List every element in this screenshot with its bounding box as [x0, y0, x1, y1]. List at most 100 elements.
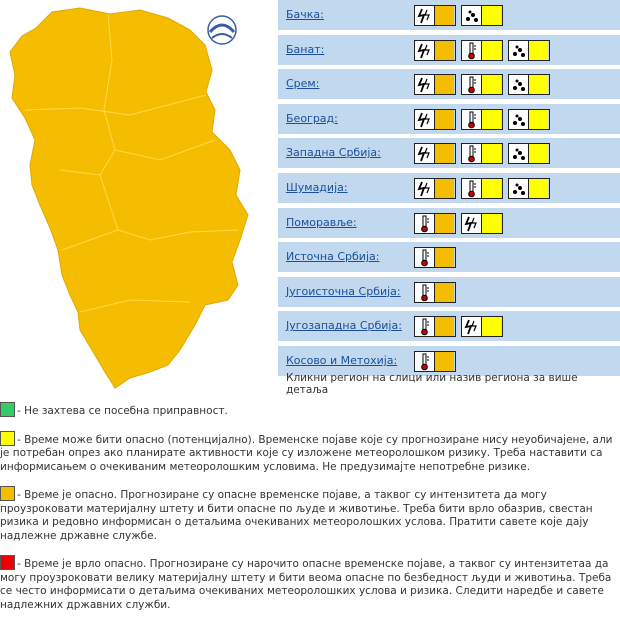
icon-symbol: [415, 317, 435, 337]
region-row[interactable]: Срем:: [278, 69, 620, 100]
icon-symbol: [509, 178, 529, 198]
icon-symbol: [415, 213, 435, 233]
legend-swatch: [0, 402, 15, 417]
legend-item: - Време може бити опасно (потенцијално).…: [0, 430, 618, 475]
warning-level: [435, 282, 454, 302]
warning-icons: [414, 143, 550, 165]
icon-symbol: [462, 109, 482, 129]
region-row[interactable]: Косово и Метохија:: [278, 345, 620, 376]
region-row[interactable]: Београд:: [278, 103, 620, 134]
region-row[interactable]: Поморавље:: [278, 207, 620, 238]
warning-icons: [414, 350, 456, 372]
icon-symbol: [509, 40, 529, 60]
hint: Кликни регион на слици или назив региона…: [286, 372, 578, 396]
icon-symbol: [415, 75, 435, 95]
region-row[interactable]: Југозападна Србија:: [278, 311, 620, 342]
region-row[interactable]: Банат:: [278, 34, 620, 65]
warning-icon: [461, 39, 503, 61]
warning-icon: [508, 74, 550, 96]
region-name[interactable]: Југозападна Србија:: [286, 319, 402, 333]
icon-symbol: [415, 144, 435, 164]
warning-level: [482, 6, 501, 25]
warning-icon: [508, 177, 550, 199]
icon-symbol: [462, 6, 482, 25]
warning-icon: [414, 143, 456, 165]
warning-level: [529, 75, 548, 95]
warning-level: [482, 109, 501, 129]
warning-level: [435, 248, 454, 268]
warning-icons: [414, 281, 456, 303]
icon-symbol: [462, 317, 482, 337]
warning-icons: [414, 316, 503, 338]
region-name[interactable]: Београд:: [286, 111, 338, 125]
icon-symbol: [509, 75, 529, 95]
icon-symbol: [415, 109, 435, 129]
region-name[interactable]: Поморавље:: [286, 215, 357, 229]
icon-symbol: [415, 40, 435, 60]
map[interactable]: [0, 0, 272, 392]
icon-symbol: [509, 144, 529, 164]
warning-icon: [414, 247, 456, 269]
logo: [207, 15, 237, 45]
warning-level: [529, 144, 548, 164]
icon-symbol: [462, 40, 482, 60]
warning-icon: [461, 74, 503, 96]
icon-symbol: [462, 144, 482, 164]
region-row[interactable]: Западна Србија:: [278, 138, 620, 169]
warning-level: [435, 351, 454, 371]
warning-icon: [461, 177, 503, 199]
warning-icons: [414, 177, 550, 199]
warning-level: [482, 40, 501, 60]
region-name[interactable]: Бачка:: [286, 8, 324, 21]
warning-icon: [414, 316, 456, 338]
warning-icons: [414, 39, 550, 61]
legend-text: - Време може бити опасно (потенцијално).…: [0, 433, 613, 473]
legend-text: - Време је врло опасно. Прогнозиране су …: [0, 558, 612, 611]
legend-item: - Време је опасно. Прогнозиране су опасн…: [0, 486, 618, 543]
icon-symbol: [462, 213, 482, 233]
region-row[interactable]: Бачка:: [278, 0, 620, 30]
warning-icons: [414, 108, 550, 130]
region-name[interactable]: Шумадија:: [286, 180, 348, 194]
region-borders: [24, 13, 239, 313]
region-name[interactable]: Источна Србија:: [286, 250, 380, 264]
warning-icons: [414, 5, 503, 26]
icon-symbol: [415, 282, 435, 302]
warning-icon: [508, 108, 550, 130]
legend-swatch: [0, 430, 15, 446]
region-name[interactable]: Банат:: [286, 42, 325, 56]
warning-icon: [414, 5, 456, 26]
warning-icon: [461, 316, 503, 338]
region-name[interactable]: Југоисточна Србија:: [286, 284, 401, 298]
icon-symbol: [462, 178, 482, 198]
region-name[interactable]: Косово и Метохија:: [286, 353, 398, 367]
icon-symbol: [415, 178, 435, 198]
legend-swatch: [0, 555, 15, 570]
warning-level: [482, 75, 501, 95]
warning-icon: [414, 350, 456, 372]
legend-text: - Не захтева се посебна приправност.: [17, 405, 228, 417]
warning-level: [482, 144, 501, 164]
warning-level: [482, 213, 501, 233]
region-row[interactable]: Југоисточна Србија:: [278, 276, 620, 307]
region-row[interactable]: Источна Србија:: [278, 242, 620, 273]
warning-level: [435, 6, 454, 25]
warning-icons: [414, 212, 503, 234]
legend: - Не захтева се посебна приправност. - Вр…: [0, 402, 618, 624]
legend-swatch: [0, 486, 15, 501]
warning-icons: [414, 74, 550, 96]
region-name[interactable]: Срем:: [286, 77, 320, 91]
legend-item: - Не захтева се посебна приправност.: [0, 402, 618, 419]
serbia-map[interactable]: [9, 7, 249, 389]
region-table: Бачка: Банат: Срем: Београд: Западна Србија:…: [278, 0, 620, 381]
region-name[interactable]: Западна Србија:: [286, 146, 381, 160]
warning-icon: [461, 212, 503, 234]
warning-level: [435, 317, 454, 337]
warning-level: [435, 109, 454, 129]
region-row[interactable]: Шумадија:: [278, 172, 620, 203]
warning-level: [435, 178, 454, 198]
icon-symbol: [462, 75, 482, 95]
warning-level: [435, 213, 454, 233]
legend-text: - Време је опасно. Прогнозиране су опасн…: [0, 489, 593, 542]
warning-level: [482, 317, 501, 337]
